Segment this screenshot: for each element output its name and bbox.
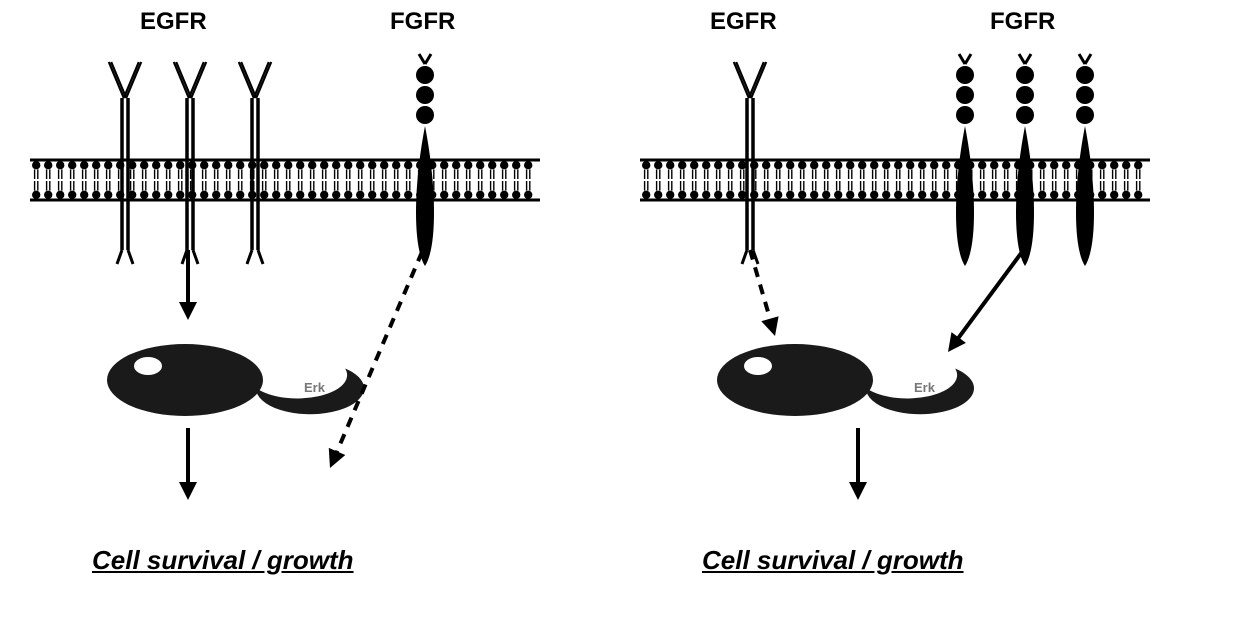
panel-svg: Erk [30, 0, 590, 617]
caption-label: Cell survival / growth [702, 545, 964, 576]
fgfr-label: FGFR [990, 8, 1055, 36]
caption-label: Cell survival / growth [92, 545, 354, 576]
egfr-label: EGFR [140, 8, 207, 36]
panel-svg: Erk [640, 0, 1200, 617]
svg-text:Erk: Erk [914, 380, 936, 395]
fgfr-label: FGFR [390, 8, 455, 36]
svg-text:Erk: Erk [304, 380, 326, 395]
panel-left: Erk EGFR FGFR Cell survival / growth [30, 0, 590, 617]
egfr-label: EGFR [710, 8, 777, 36]
panel-right: Erk EGFR FGFR Cell survival / growth [640, 0, 1200, 617]
